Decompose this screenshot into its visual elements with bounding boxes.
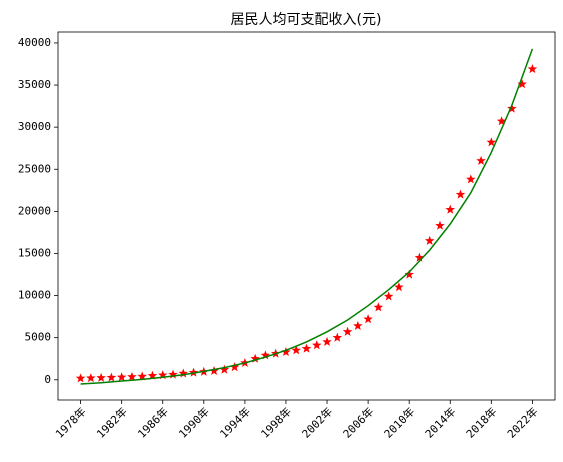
star-point: [127, 371, 137, 381]
star-point: [394, 282, 404, 292]
star-point: [260, 350, 271, 360]
x-tick-label: 2010年: [381, 404, 417, 440]
y-tick-label: 10000: [18, 289, 51, 302]
x-tick-label: 1990年: [176, 404, 212, 440]
star-point: [424, 235, 435, 245]
star-point: [75, 373, 86, 383]
star-point: [414, 252, 425, 262]
x-tick-label: 2002年: [299, 404, 335, 440]
y-tick-label: 5000: [25, 331, 52, 344]
star-point: [219, 364, 230, 374]
x-tick-label: 2022年: [504, 404, 540, 440]
star-point: [332, 332, 343, 342]
star-point: [147, 370, 158, 380]
star-point: [507, 103, 517, 113]
star-point: [353, 320, 363, 330]
star-point: [435, 220, 445, 230]
star-point: [373, 302, 384, 312]
star-point: [445, 204, 456, 214]
star-point: [96, 372, 106, 382]
fit-line: [80, 48, 534, 385]
star-point: [116, 372, 127, 382]
x-tick-label: 1986年: [135, 404, 171, 440]
star-point: [168, 369, 178, 379]
star-point: [229, 362, 240, 372]
star-point: [527, 64, 538, 74]
star-point: [301, 343, 312, 353]
star-point: [281, 347, 291, 357]
star-point: [455, 189, 466, 199]
y-tick-label: 30000: [18, 120, 51, 133]
chart-title: 居民人均可支配收入(元): [231, 12, 382, 28]
y-tick-label: 20000: [18, 204, 51, 217]
x-tick-label: 1982年: [93, 404, 129, 440]
star-point: [466, 174, 476, 184]
star-point: [322, 336, 332, 346]
y-tick-label: 15000: [18, 246, 51, 259]
x-tick-label: 2018年: [463, 404, 499, 440]
star-point: [517, 79, 527, 89]
star-point: [209, 365, 219, 375]
star-point: [157, 370, 168, 380]
x-tick-label: 1978年: [52, 404, 88, 440]
star-point: [137, 371, 147, 381]
x-tick-label: 2006年: [340, 404, 376, 440]
star-point: [188, 367, 199, 377]
star-point: [496, 116, 507, 126]
star-point: [178, 368, 189, 378]
star-point: [476, 155, 486, 165]
star-point: [106, 372, 117, 382]
y-tick-label: 25000: [18, 162, 51, 175]
x-tick-label: 1998年: [258, 404, 294, 440]
star-point: [312, 340, 322, 350]
star-point: [404, 269, 414, 279]
star-point: [342, 326, 353, 336]
star-point: [363, 314, 373, 324]
y-tick-label: 0: [44, 373, 51, 386]
plot-frame: [57, 31, 556, 401]
x-tick-label: 2014年: [422, 404, 458, 440]
star-point: [86, 373, 96, 383]
y-tick-label: 40000: [18, 36, 51, 49]
star-point: [486, 137, 497, 147]
star-point: [250, 353, 260, 363]
x-tick-label: 1994年: [217, 404, 253, 440]
star-point: [291, 345, 301, 355]
y-tick-label: 35000: [18, 78, 51, 91]
star-point: [383, 291, 394, 301]
